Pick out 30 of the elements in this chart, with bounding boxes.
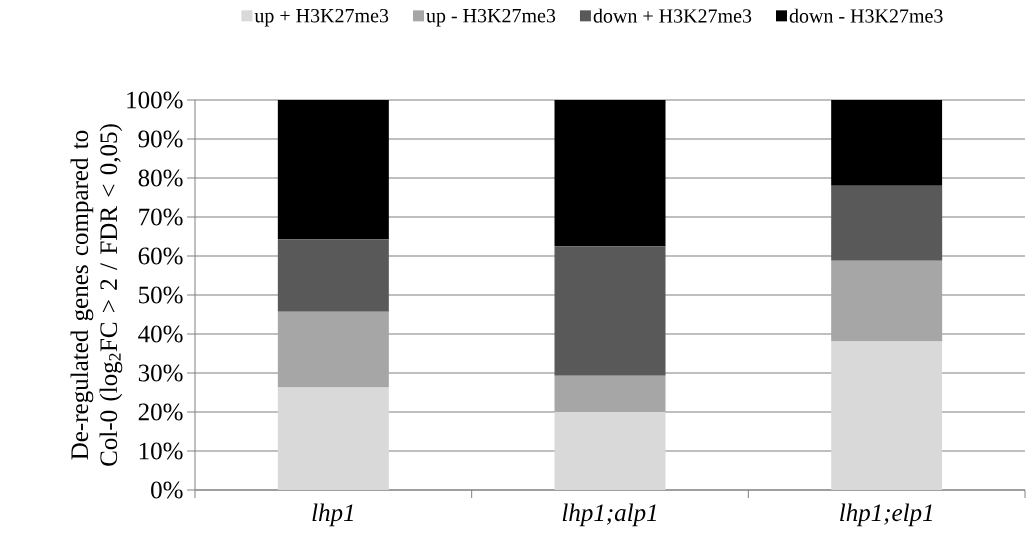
y-tick-label: 80% <box>138 169 183 187</box>
y-tick-label: 60% <box>138 247 183 265</box>
bar <box>277 311 389 388</box>
y-tick-label: 30% <box>138 364 183 382</box>
legend-label: down - H3K27me3 <box>789 8 943 23</box>
y-tick-label: 0% <box>151 481 183 499</box>
legend-label: up - H3K27me3 <box>426 8 556 27</box>
y-tick-label: 20% <box>138 403 183 421</box>
x-tick-label: lhp1 <box>312 503 353 527</box>
x-tick-label: lhp1;alp1 <box>562 503 656 527</box>
legend-label: up + H3K27me3 <box>254 8 389 27</box>
bar <box>277 100 389 240</box>
bar <box>554 375 666 412</box>
bar <box>277 239 389 312</box>
y-tick-label: 90% <box>138 130 183 148</box>
legend-label: down + H3K27me3 <box>593 8 752 23</box>
y-tick-label: 10% <box>139 442 183 460</box>
bar <box>554 412 666 490</box>
bar <box>831 341 943 490</box>
bar <box>831 100 943 186</box>
y-tick-label: 40% <box>138 325 183 343</box>
y-tick-label: 50% <box>139 286 183 304</box>
y-tick-label: 70% <box>139 208 183 226</box>
bar <box>277 387 389 490</box>
x-tick-label: lhp1;elp1 <box>840 503 932 527</box>
bar <box>554 246 666 376</box>
bar <box>554 100 666 247</box>
bar <box>831 260 943 342</box>
y-tick-label: 100% <box>127 91 183 109</box>
bar <box>831 185 943 261</box>
